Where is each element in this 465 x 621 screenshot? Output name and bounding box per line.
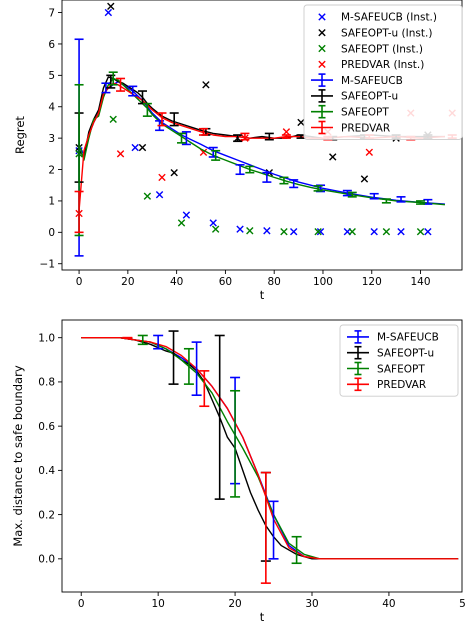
y-tick-label: 0.6 [38, 421, 55, 433]
legend-box [339, 324, 459, 397]
legend-label-m-safeucb: M-SAFEUCB [341, 75, 403, 87]
marker-m-safeucb-inst-b [424, 228, 432, 236]
y-axis-label: Max. distance to safe boundary [11, 365, 25, 546]
legend-label-m-safeucb-inst: M-SAFEUCB (Inst.) [341, 12, 437, 24]
marker-safeopt-u-inst-b [329, 153, 337, 161]
y-tick-label: 0 [48, 227, 55, 239]
marker-m-safeucb-inst-b [263, 227, 271, 235]
x-tick-label: 80 [268, 276, 281, 288]
x-axis-label: t [260, 288, 265, 302]
marker-safeopt-inst-b [211, 225, 220, 233]
marker-safeopt-u-inst-b [360, 175, 369, 183]
legend-marker-safeopt-u-inst-b [318, 29, 326, 37]
x-tick-label: 0 [78, 598, 85, 610]
marker-m-safeucb-inst-b [209, 219, 217, 227]
y-tick-label: −1 [40, 259, 55, 271]
marker-m-safeucb-inst-b [104, 8, 113, 17]
legend-label-safeopt-inst: SAFEOPT (Inst.) [341, 43, 423, 55]
legend-label-predvar-inst: PREDVAR (Inst.) [341, 59, 424, 71]
y-tick-label: 1 [48, 196, 55, 208]
y-tick-label: 2 [48, 164, 55, 176]
legend-label-m-safeucb: M-SAFEUCB [377, 332, 439, 344]
legend: M-SAFEUCB (Inst.) SAFEOPT-u (Inst.) SAFEOP… [303, 4, 463, 140]
marker-m-safeucb-inst-b [236, 225, 244, 233]
marker-predvar-inst-b [365, 148, 374, 156]
marker-m-safeucb-inst-b [182, 211, 191, 219]
legend-marker-predvar-inst-b [318, 60, 326, 68]
y-tick-label: 7 [48, 7, 55, 19]
marker-safeopt-inst-b [109, 115, 117, 123]
marker-predvar-inst-b [158, 173, 166, 182]
y-tick-label: 6 [48, 39, 55, 51]
y-tick-label: 3 [48, 133, 55, 145]
legend-label-safeopt-u-inst: SAFEOPT-u (Inst.) [341, 28, 432, 40]
x-tick-label: 0 [76, 276, 83, 288]
marker-safeopt-inst-b [416, 228, 425, 236]
legend-label-predvar: PREDVAR [341, 122, 390, 134]
marker-safeopt-u-inst-b [202, 81, 210, 89]
marker-safeopt-inst-b [348, 228, 356, 236]
x-tick-label: 100 [313, 276, 333, 288]
marker-safeopt-inst-b [280, 228, 288, 236]
y-tick-label: 0.2 [38, 509, 55, 521]
x-tick-label: 20 [121, 276, 134, 288]
legend-label-safeopt-u: SAFEOPT-u [341, 91, 398, 103]
x-tick-label: 120 [362, 276, 382, 288]
marker-safeopt-inst-b [382, 228, 391, 236]
legend-label-safeopt-u: SAFEOPT-u [377, 348, 434, 360]
x-tick-label: 60 [219, 276, 232, 288]
marker-safeopt-inst-b [177, 219, 186, 227]
marker-m-safeucb-inst-b [370, 228, 378, 236]
marker-predvar-inst-b [199, 148, 208, 156]
x-axis-label: t [260, 610, 265, 621]
series-line-safeopt [78, 77, 445, 206]
legend-label-predvar: PREDVAR [377, 379, 426, 391]
legend-label-safeopt: SAFEOPT [377, 363, 425, 375]
x-tick-label: 30 [305, 598, 318, 610]
x-tick-label: 40 [170, 276, 183, 288]
y-tick-label: 0.4 [38, 465, 55, 477]
x-tick-label: 50 [459, 598, 465, 610]
marker-m-safeucb-inst-b [155, 190, 164, 199]
marker-safeopt-u-inst-b [138, 143, 147, 152]
y-tick-label: 1.0 [38, 332, 55, 344]
regret-chart: 0 20 40 60 80 100 120 140 −1 0 1 2 3 4 5 6 7 t Regret M-SAF… [13, 0, 463, 302]
y-tick-label: 5 [48, 70, 55, 82]
marker-m-safeucb-inst-b [290, 228, 298, 236]
marker-m-safeucb-inst-b [316, 228, 325, 236]
legend: M-SAFEUCB SAFEOPT-u SAFEOPT PREDVAR [339, 324, 459, 397]
y-axis-label: Regret [13, 116, 27, 154]
marker-safeopt-u-inst-b [297, 118, 305, 127]
x-tick-label: 40 [382, 598, 395, 610]
marker-safeopt-inst-b [143, 192, 152, 200]
legend-box [303, 4, 463, 140]
y-tick-label: 0.0 [38, 554, 55, 566]
marker-m-safeucb-inst-b [397, 228, 405, 236]
y-tick-label: 4 [48, 102, 55, 114]
x-tick-label: 10 [151, 598, 164, 610]
marker-safeopt-u-inst-b [107, 2, 115, 10]
marker-predvar-inst-b [116, 150, 125, 158]
legend-marker-m-safeucb-inst-b [318, 13, 326, 21]
x-tick-label: 140 [411, 276, 431, 288]
legend-marker-safeopt-inst-b [318, 44, 326, 53]
x-tick-label: 20 [228, 598, 241, 610]
distance-chart: 0 10 20 30 40 50 0.0 0.2 0.4 0.6 0.8 1.0 t Max. dista… [11, 319, 465, 621]
marker-m-safeucb-inst-b [131, 143, 139, 152]
y-tick-label: 0.8 [38, 377, 55, 389]
marker-safeopt-u-inst-b [170, 168, 178, 177]
marker-predvar-inst-b [282, 128, 291, 136]
plot-frame [61, 319, 463, 593]
plot-area [81, 330, 459, 584]
marker-safeopt-inst-b [246, 227, 254, 235]
marker-safeopt-inst-b [314, 228, 322, 236]
legend-label-safeopt: SAFEOPT [341, 107, 389, 119]
